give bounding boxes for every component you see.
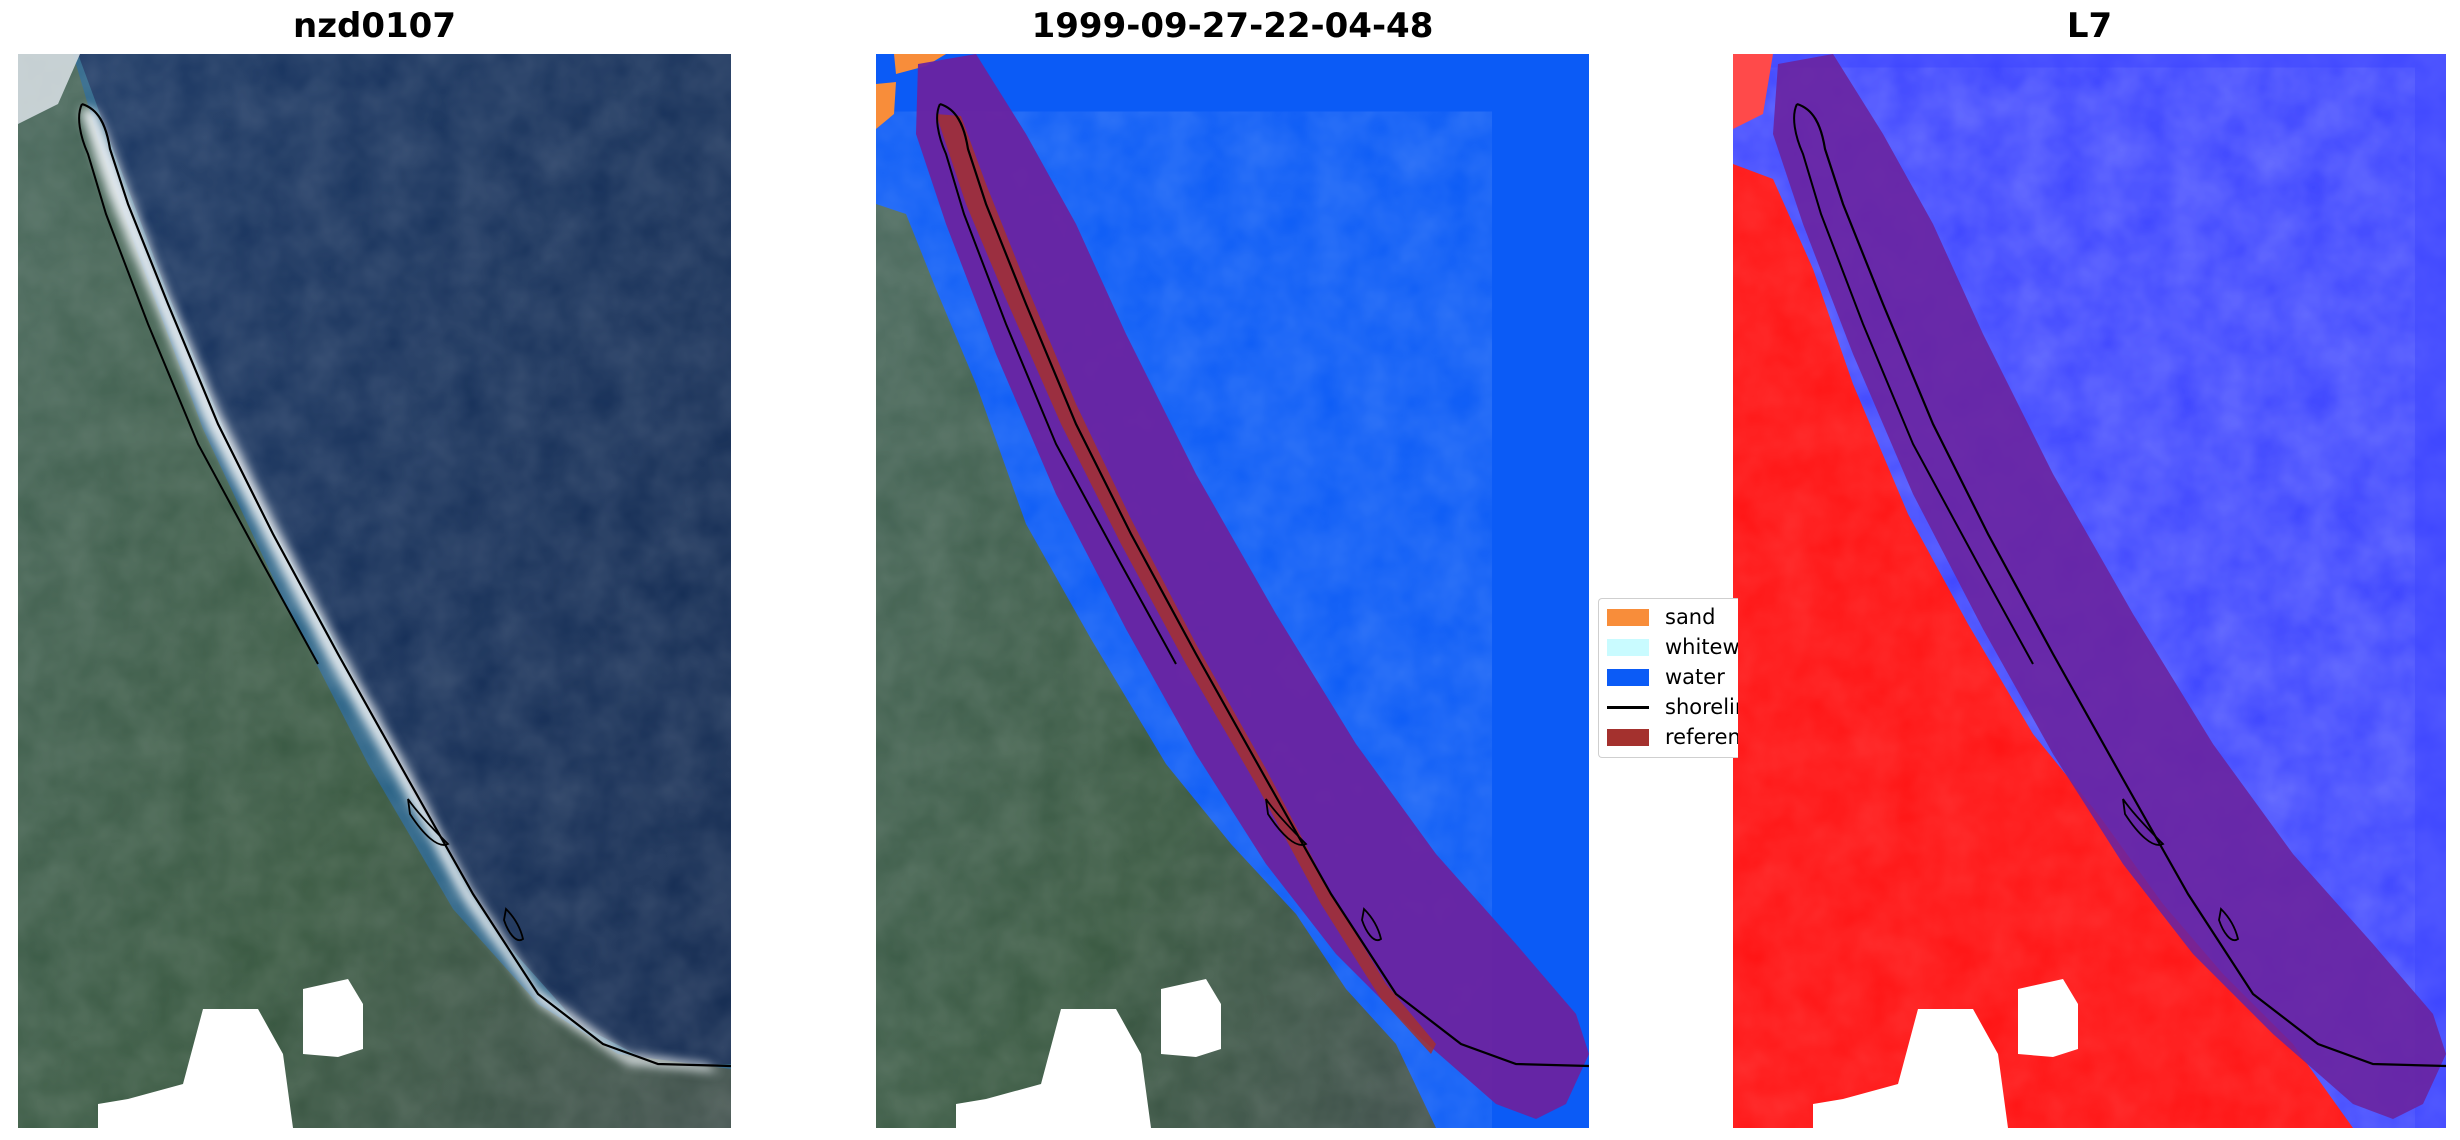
- land-texture: [18, 54, 731, 1128]
- mndwi-land-corner: [1733, 54, 1773, 129]
- mndwi-nodata-mask-right: [2018, 979, 2078, 1057]
- legend: sand whitewater water shoreline referenc…: [1598, 598, 1738, 758]
- legend-item-sand: sand: [1607, 603, 1715, 631]
- classified-shoreline-inner-line: [936, 103, 1177, 665]
- legend-item-whitewater: whitewater: [1607, 633, 1738, 661]
- shoreline-inner-line: [78, 103, 319, 665]
- legend-label-shoreline: shoreline: [1665, 695, 1738, 719]
- reference-shoreline-fill: [936, 114, 1436, 1054]
- legend-item-water: water: [1607, 663, 1725, 691]
- legend-swatch-whitewater: [1607, 638, 1649, 656]
- classification-panel: 1999-09-27-22-04-48: [876, 0, 1589, 1140]
- legend-swatch-shoreline: [1607, 705, 1649, 709]
- shoreline-line: [81, 102, 731, 1068]
- mndwi-nodata-mask-left: [1813, 1009, 2008, 1128]
- classified-nodata-mask-right: [1161, 979, 1221, 1057]
- legend-swatch-reference: [1607, 728, 1649, 746]
- legend-item-shoreline: shoreline: [1607, 693, 1738, 721]
- satellite-rgb-panel: nzd0107: [18, 0, 731, 1140]
- buffer-overlay: [916, 54, 1589, 1119]
- lagoon-outline: [407, 798, 450, 846]
- panel-title-image-id: nzd0107: [293, 6, 456, 46]
- classified-image: [876, 54, 1589, 1128]
- nodata-mask-right: [303, 979, 363, 1057]
- classified-land-texture: [876, 204, 1436, 1128]
- mndwi-inlet-outline: [2218, 907, 2240, 942]
- coastal-cloud: [18, 54, 80, 124]
- legend-label-reference: reference shoreline buffer: [1665, 725, 1738, 749]
- legend-label-sand: sand: [1665, 605, 1716, 629]
- classified-inlet-outline: [1361, 907, 1383, 942]
- mndwi-shoreline-inner-line: [1793, 103, 2034, 665]
- panel-title-satellite: L7: [2066, 6, 2113, 46]
- classified-shoreline-line: [939, 102, 1589, 1068]
- legend-swatch-sand: [1607, 608, 1649, 626]
- mndwi-shoreline-line: [1796, 102, 2446, 1068]
- legend-label-water: water: [1665, 665, 1725, 689]
- mndwi-lagoon-outline: [2122, 798, 2165, 846]
- mndwi-panel: L7: [1733, 0, 2446, 1140]
- nodata-mask-left: [98, 1009, 293, 1128]
- legend-label-whitewater: whitewater: [1665, 635, 1738, 659]
- sand-pixels-edge: [876, 82, 896, 129]
- classified-nodata-mask-left: [956, 1009, 1151, 1128]
- classified-lagoon-outline: [1265, 798, 1308, 846]
- mndwi-buffer-overlay: [1773, 54, 2446, 1119]
- rgb-image: [18, 54, 731, 1128]
- legend-swatch-water: [1607, 668, 1649, 686]
- mndwi-image: [1733, 54, 2446, 1128]
- inlet-outline: [503, 907, 525, 942]
- legend-item-reference: reference shoreline buffer: [1607, 723, 1738, 751]
- panel-title-date: 1999-09-27-22-04-48: [1031, 6, 1434, 46]
- mndwi-land-texture: [1733, 164, 2353, 1128]
